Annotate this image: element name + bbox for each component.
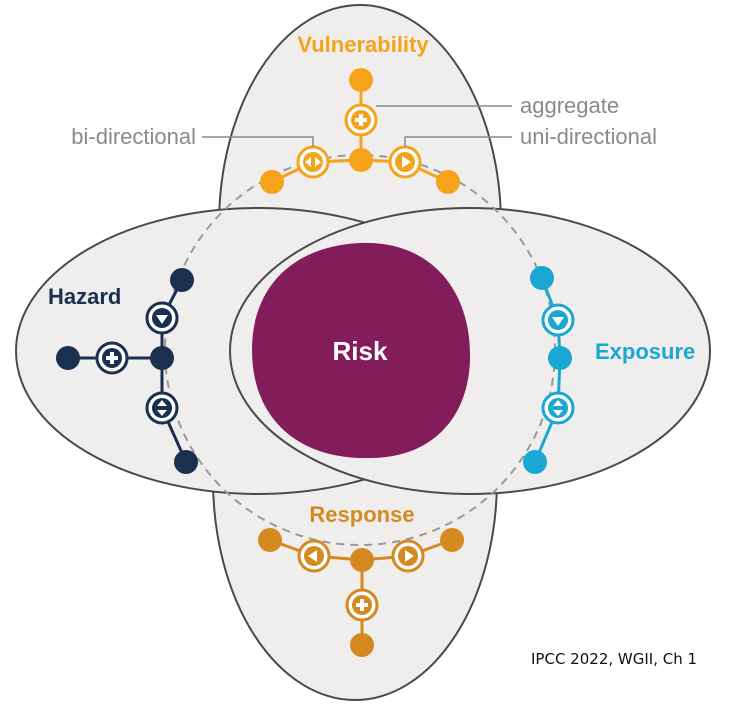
hazard-unidirectional-icon bbox=[145, 301, 179, 335]
exposure-label: Exposure bbox=[595, 339, 695, 364]
response-node-left bbox=[258, 528, 282, 552]
exposure-bidirectional-icon bbox=[541, 391, 575, 425]
response-aggregate-plus-icon bbox=[345, 588, 379, 622]
hazard-node-top bbox=[170, 268, 194, 292]
exposure-node-top bbox=[530, 266, 554, 290]
annotation-lines bbox=[202, 105, 512, 147]
vulnerability-node-center bbox=[349, 148, 373, 172]
vulnerability-node-right bbox=[436, 170, 460, 194]
uni-directional-annotation: uni-directional bbox=[520, 124, 657, 149]
response-label: Response bbox=[309, 502, 414, 527]
vulnerability-aggregate-plus-icon bbox=[344, 103, 378, 137]
exposure-node-center bbox=[548, 346, 572, 370]
hazard-label: Hazard bbox=[48, 284, 121, 309]
hazard-node-bottom bbox=[174, 450, 198, 474]
exposure-nodes bbox=[523, 266, 572, 474]
source-credit: IPCC 2022, WGII, Ch 1 bbox=[531, 650, 698, 668]
aggregate-annotation: aggregate bbox=[520, 93, 619, 118]
vulnerability-label: Vulnerability bbox=[297, 32, 429, 57]
risk-label: Risk bbox=[333, 336, 388, 366]
vulnerability-nodes bbox=[260, 68, 460, 194]
hazard-nodes bbox=[56, 268, 198, 474]
vulnerability-unidirectional-icon bbox=[388, 145, 422, 179]
vulnerability-node-top bbox=[349, 68, 373, 92]
hazard-node-left bbox=[56, 346, 80, 370]
response-node-center bbox=[350, 548, 374, 572]
response-right-arrow-icon bbox=[391, 539, 425, 573]
vulnerability-node-left bbox=[260, 170, 284, 194]
response-left-arrow-icon bbox=[297, 539, 331, 573]
vulnerability-bidirectional-icon bbox=[296, 145, 330, 179]
exposure-unidirectional-icon bbox=[541, 303, 575, 337]
exposure-node-bottom bbox=[523, 450, 547, 474]
bi-directional-annotation: bi-directional bbox=[71, 124, 196, 149]
hazard-node-center bbox=[150, 346, 174, 370]
risk-blob bbox=[252, 242, 471, 459]
response-node-bottom bbox=[350, 633, 374, 657]
hazard-aggregate-plus-icon bbox=[95, 341, 129, 375]
response-node-right bbox=[440, 528, 464, 552]
hazard-bidirectional-icon bbox=[145, 391, 179, 425]
response-nodes bbox=[258, 528, 464, 657]
